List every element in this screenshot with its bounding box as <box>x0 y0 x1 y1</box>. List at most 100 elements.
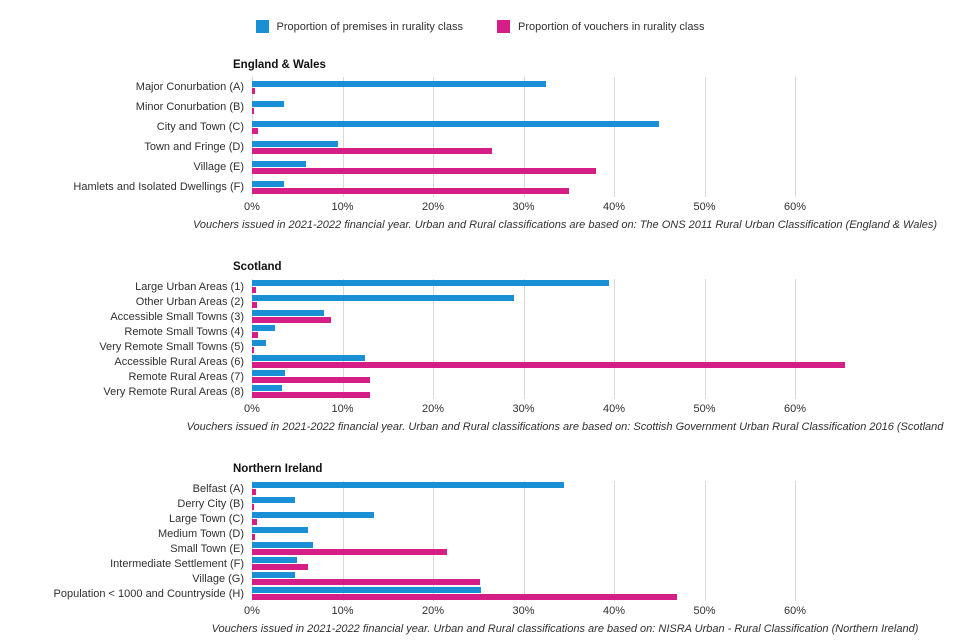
gridline <box>433 481 434 601</box>
premises-bar <box>252 310 325 316</box>
premises-swatch-icon <box>255 20 269 33</box>
category-label: Very Remote Rural Areas (8) <box>103 385 244 398</box>
gridline <box>795 77 796 197</box>
category-label: Small Town (E) <box>170 542 244 555</box>
category-label: Town and Fringe (D) <box>144 141 244 153</box>
gridline <box>795 481 796 601</box>
axis-tick-label: 10% <box>331 403 354 415</box>
category-row <box>252 117 892 137</box>
gridline <box>252 77 253 197</box>
gridline <box>342 279 344 399</box>
gridline <box>342 481 344 601</box>
chart-northern-ireland: Northern Ireland Belfast (A) Derry City (… <box>0 463 960 635</box>
category-row <box>252 369 892 384</box>
gridline <box>523 279 525 399</box>
gridline <box>523 77 525 197</box>
category-label: Hamlets and Isolated Dwellings (F) <box>73 181 244 193</box>
gridline <box>252 279 253 399</box>
category-row <box>252 309 892 324</box>
gridline <box>704 481 706 601</box>
legend: Proportion of premises in rurality class… <box>0 0 960 33</box>
premises-bar <box>252 542 313 548</box>
plot-area <box>252 77 892 197</box>
vouchers-bar <box>252 564 309 570</box>
category-label: Remote Rural Areas (7) <box>128 370 244 383</box>
category-row <box>252 157 892 177</box>
category-row <box>252 97 892 117</box>
premises-bar <box>252 527 309 533</box>
axis-tick-label: 40% <box>602 201 626 213</box>
vouchers-bar <box>252 504 254 510</box>
vouchers-bar <box>252 377 370 383</box>
gridlines <box>252 279 892 399</box>
axis-tick-label: 20% <box>421 403 445 415</box>
category-label: Minor Conurbation (B) <box>135 101 244 113</box>
vouchers-bar <box>252 127 259 134</box>
vouchers-bar <box>252 332 259 338</box>
category-labels: Belfast (A) Derry City (B) Large Town (C) M… <box>0 481 252 601</box>
legend-label-premises: Proportion of premises in rurality class <box>276 20 463 33</box>
gridline <box>704 279 706 399</box>
premises-bar <box>252 587 481 593</box>
gridline <box>614 77 615 197</box>
plot-area <box>252 481 892 601</box>
category-row <box>252 586 892 601</box>
x-axis: 0% 10% 20% 30% 40% 50% 60% <box>244 403 892 418</box>
category-label: Very Remote Small Towns (5) <box>99 340 244 353</box>
axis-tick-label: 60% <box>783 403 807 415</box>
premises-bar <box>252 385 282 391</box>
category-row <box>252 324 892 339</box>
category-label: Intermediate Settlement (F) <box>110 557 244 570</box>
axis-tick-label: 10% <box>331 605 354 617</box>
axis-tick-label: 60% <box>783 605 807 617</box>
chart-body: Large Urban Areas (1) Other Urban Areas (… <box>0 279 960 399</box>
category-row <box>252 137 892 157</box>
axis-tick-label: 30% <box>512 201 535 213</box>
x-axis: 0% 10% 20% 30% 40% 50% 60% <box>244 201 892 216</box>
vouchers-bar <box>252 302 257 308</box>
premises-bar <box>252 557 298 563</box>
gridline <box>614 481 615 601</box>
bar-rows <box>252 77 892 197</box>
axis-tick-label: 40% <box>602 605 626 617</box>
chart-title: Northern Ireland <box>233 463 323 475</box>
x-axis: 0% 10% 20% 30% 40% 50% 60% <box>244 605 892 620</box>
vouchers-bar <box>252 534 255 540</box>
vouchers-bar <box>252 317 331 323</box>
category-label: Large Urban Areas (1) <box>135 280 244 293</box>
category-label: Derry City (B) <box>177 497 244 510</box>
premises-bar <box>252 100 284 107</box>
chart-body: Belfast (A) Derry City (B) Large Town (C) M… <box>0 481 960 601</box>
vouchers-bar <box>252 347 254 353</box>
premises-bar <box>252 497 296 503</box>
chart-scotland: Scotland Large Urban Areas (1) Other Urba… <box>0 261 960 433</box>
chart-england-wales: England & Wales Major Conurbation (A) Min… <box>0 59 960 231</box>
gridline <box>252 481 253 601</box>
category-label: Major Conurbation (A) <box>135 81 244 93</box>
legend-label-vouchers: Proportion of vouchers in rurality class <box>518 20 705 33</box>
chart-caption: Vouchers issued in 2021-2022 financial y… <box>186 421 944 433</box>
category-row <box>252 571 892 586</box>
premises-bar <box>252 512 375 518</box>
premises-bar <box>252 355 366 361</box>
category-label: Accessible Rural Areas (6) <box>114 355 244 368</box>
category-row <box>252 279 892 294</box>
vouchers-bar <box>252 489 256 495</box>
category-label: Village (G) <box>192 572 244 585</box>
axis-tick-label: 30% <box>512 403 535 415</box>
gridline <box>795 279 796 399</box>
category-row <box>252 384 892 399</box>
category-label: Belfast (A) <box>192 482 244 495</box>
premises-bar <box>252 295 515 301</box>
premises-bar <box>252 280 610 286</box>
category-label: Medium Town (D) <box>158 527 244 540</box>
axis-tick-label: 50% <box>693 403 716 415</box>
category-label: Other Urban Areas (2) <box>135 295 244 308</box>
gridlines <box>252 481 892 601</box>
category-labels: Major Conurbation (A) Minor Conurbation (… <box>0 77 252 197</box>
vouchers-bar <box>252 594 678 600</box>
category-label: Accessible Small Towns (3) <box>110 310 244 323</box>
premises-bar <box>252 340 266 346</box>
vouchers-bar <box>252 362 845 368</box>
